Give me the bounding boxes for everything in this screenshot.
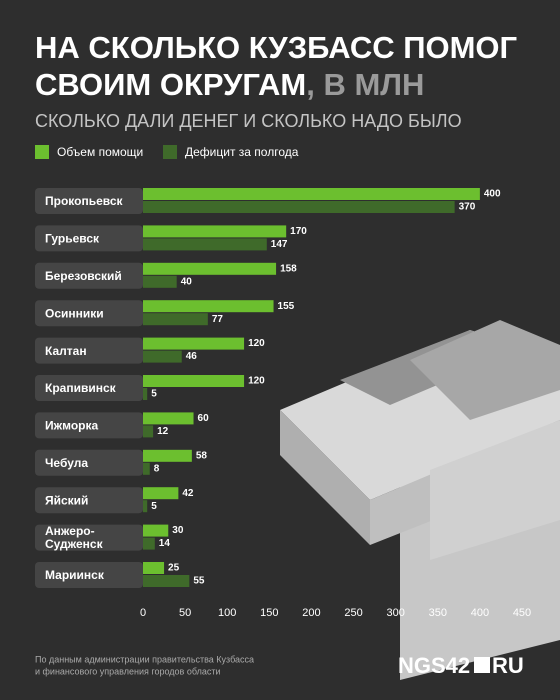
- bar: [143, 575, 190, 587]
- bar: [143, 300, 274, 313]
- legend-label: Объем помощи: [57, 145, 143, 159]
- category-box: [35, 412, 143, 439]
- category-box: [35, 375, 143, 401]
- bar: [143, 275, 177, 288]
- category-box: [35, 562, 143, 588]
- bar: [143, 350, 182, 363]
- category-label: Ижморка: [45, 419, 99, 433]
- value-label: 147: [271, 239, 288, 250]
- x-tick-label: 400: [471, 607, 489, 619]
- value-label: 120: [248, 376, 265, 387]
- chart-title: СВОИМ ОКРУГАМ, В МЛН: [35, 67, 424, 102]
- money-illustration: [280, 320, 560, 680]
- bar: [143, 375, 245, 387]
- category-box: [35, 188, 143, 214]
- bar: [143, 487, 179, 500]
- value-label: 42: [182, 488, 194, 499]
- bar: [143, 449, 192, 462]
- bar: [143, 537, 155, 550]
- bar: [143, 562, 165, 574]
- bar: [143, 262, 277, 275]
- bar: [143, 412, 194, 425]
- bar: [143, 337, 245, 350]
- bar: [143, 524, 169, 537]
- category-label: Осинники: [45, 306, 104, 320]
- value-label: 120: [248, 338, 265, 349]
- bar: [143, 225, 287, 238]
- x-tick-label: 350: [429, 607, 447, 619]
- category-label: Крапивинск: [45, 381, 117, 395]
- value-label: 30: [172, 525, 184, 536]
- value-label: 12: [157, 426, 169, 437]
- category-box: [35, 262, 143, 289]
- category-label: Калтан: [45, 344, 87, 358]
- x-tick-label: 300: [386, 607, 404, 619]
- category-box: [35, 487, 143, 514]
- subtitle: СКОЛЬКО ДАЛИ ДЕНЕГ И СКОЛЬКО НАДО БЫЛО: [35, 111, 462, 131]
- bar: [143, 462, 150, 475]
- value-label: 5: [151, 501, 157, 512]
- value-label: 14: [159, 538, 171, 549]
- bar: [143, 188, 480, 200]
- value-label: 158: [280, 263, 297, 274]
- x-tick-label: 450: [513, 607, 531, 619]
- logo: NGS42: [398, 653, 470, 678]
- value-label: 170: [290, 226, 307, 237]
- bar: [143, 238, 267, 251]
- legend-swatch: [35, 145, 49, 159]
- value-label: 77: [212, 314, 224, 325]
- legend-swatch: [163, 145, 177, 159]
- source: По данным администрации правительства Ку…: [35, 654, 254, 664]
- x-tick-label: 150: [260, 607, 278, 619]
- value-label: 55: [193, 576, 205, 587]
- logo-suffix: RU: [492, 653, 524, 678]
- category-box: [35, 337, 143, 364]
- x-tick-label: 250: [344, 607, 362, 619]
- category-label: Яйский: [45, 493, 88, 507]
- logo-icon: [474, 657, 490, 673]
- category-label: Мариинск: [45, 568, 105, 582]
- value-label: 46: [186, 351, 198, 362]
- value-label: 60: [198, 413, 210, 424]
- category-label: Гурьевск: [45, 232, 100, 246]
- category-label: Березовский: [45, 269, 122, 283]
- category-box: [35, 225, 143, 252]
- bar: [143, 500, 148, 513]
- value-label: 25: [168, 563, 180, 574]
- bar: [143, 388, 148, 400]
- category-box: [35, 300, 143, 327]
- chart-title-line: СВОИМ ОКРУГАМ: [35, 67, 306, 102]
- value-label: 370: [459, 202, 476, 213]
- category-label: Прокопьевск: [45, 194, 124, 208]
- x-tick-label: 200: [302, 607, 320, 619]
- x-tick-label: 50: [179, 607, 191, 619]
- value-label: 8: [154, 463, 160, 474]
- value-label: 155: [278, 301, 295, 312]
- value-label: 40: [181, 276, 193, 287]
- category-label: Анжеро-Судженск: [45, 524, 104, 551]
- chart-title-suffix: , В МЛН: [306, 67, 424, 102]
- value-label: 400: [484, 189, 501, 200]
- category-box: [35, 524, 143, 551]
- bar: [143, 201, 455, 213]
- source: и финансового управления городов области: [35, 666, 220, 676]
- x-tick-label: 0: [140, 607, 146, 619]
- bar: [143, 313, 208, 326]
- bar: [143, 425, 154, 438]
- category-label: Чебула: [45, 456, 88, 470]
- chart-title: НА СКОЛЬКО КУЗБАСС ПОМОГ: [35, 30, 517, 65]
- x-tick-label: 100: [218, 607, 236, 619]
- value-label: 5: [151, 389, 157, 400]
- value-label: 58: [196, 450, 208, 461]
- legend-label: Дефицит за полгода: [185, 145, 299, 159]
- category-box: [35, 449, 143, 476]
